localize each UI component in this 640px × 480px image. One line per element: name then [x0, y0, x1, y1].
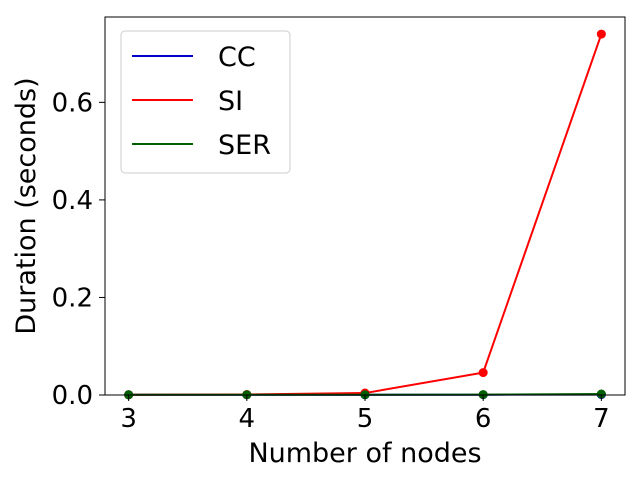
x-axis: 3 4 5 6 7: [120, 395, 610, 434]
y-tick-label: 0.0: [52, 381, 93, 411]
y-axis-label: Duration (seconds): [11, 77, 42, 334]
legend-label-ser: SER: [218, 130, 271, 161]
legend: CC SI SER: [120, 30, 291, 174]
x-tick-label: 6: [475, 404, 492, 434]
y-axis: 0.0 0.2 0.4 0.6: [52, 88, 105, 411]
x-tick-label: 7: [593, 404, 610, 434]
x-tick-label: 4: [239, 404, 256, 434]
legend-label-si: SI: [218, 86, 243, 117]
data-point-si: [596, 29, 606, 39]
y-tick-label: 0.2: [52, 283, 93, 313]
x-tick-label: 3: [120, 404, 137, 434]
legend-box: [120, 30, 291, 174]
data-point-ser: [596, 389, 606, 399]
x-tick-label: 5: [357, 404, 374, 434]
data-point-si: [478, 368, 488, 378]
x-axis-label: Number of nodes: [248, 438, 481, 469]
y-tick-label: 0.4: [52, 186, 93, 216]
legend-label-cc: CC: [218, 42, 256, 73]
y-tick-label: 0.6: [52, 88, 93, 118]
